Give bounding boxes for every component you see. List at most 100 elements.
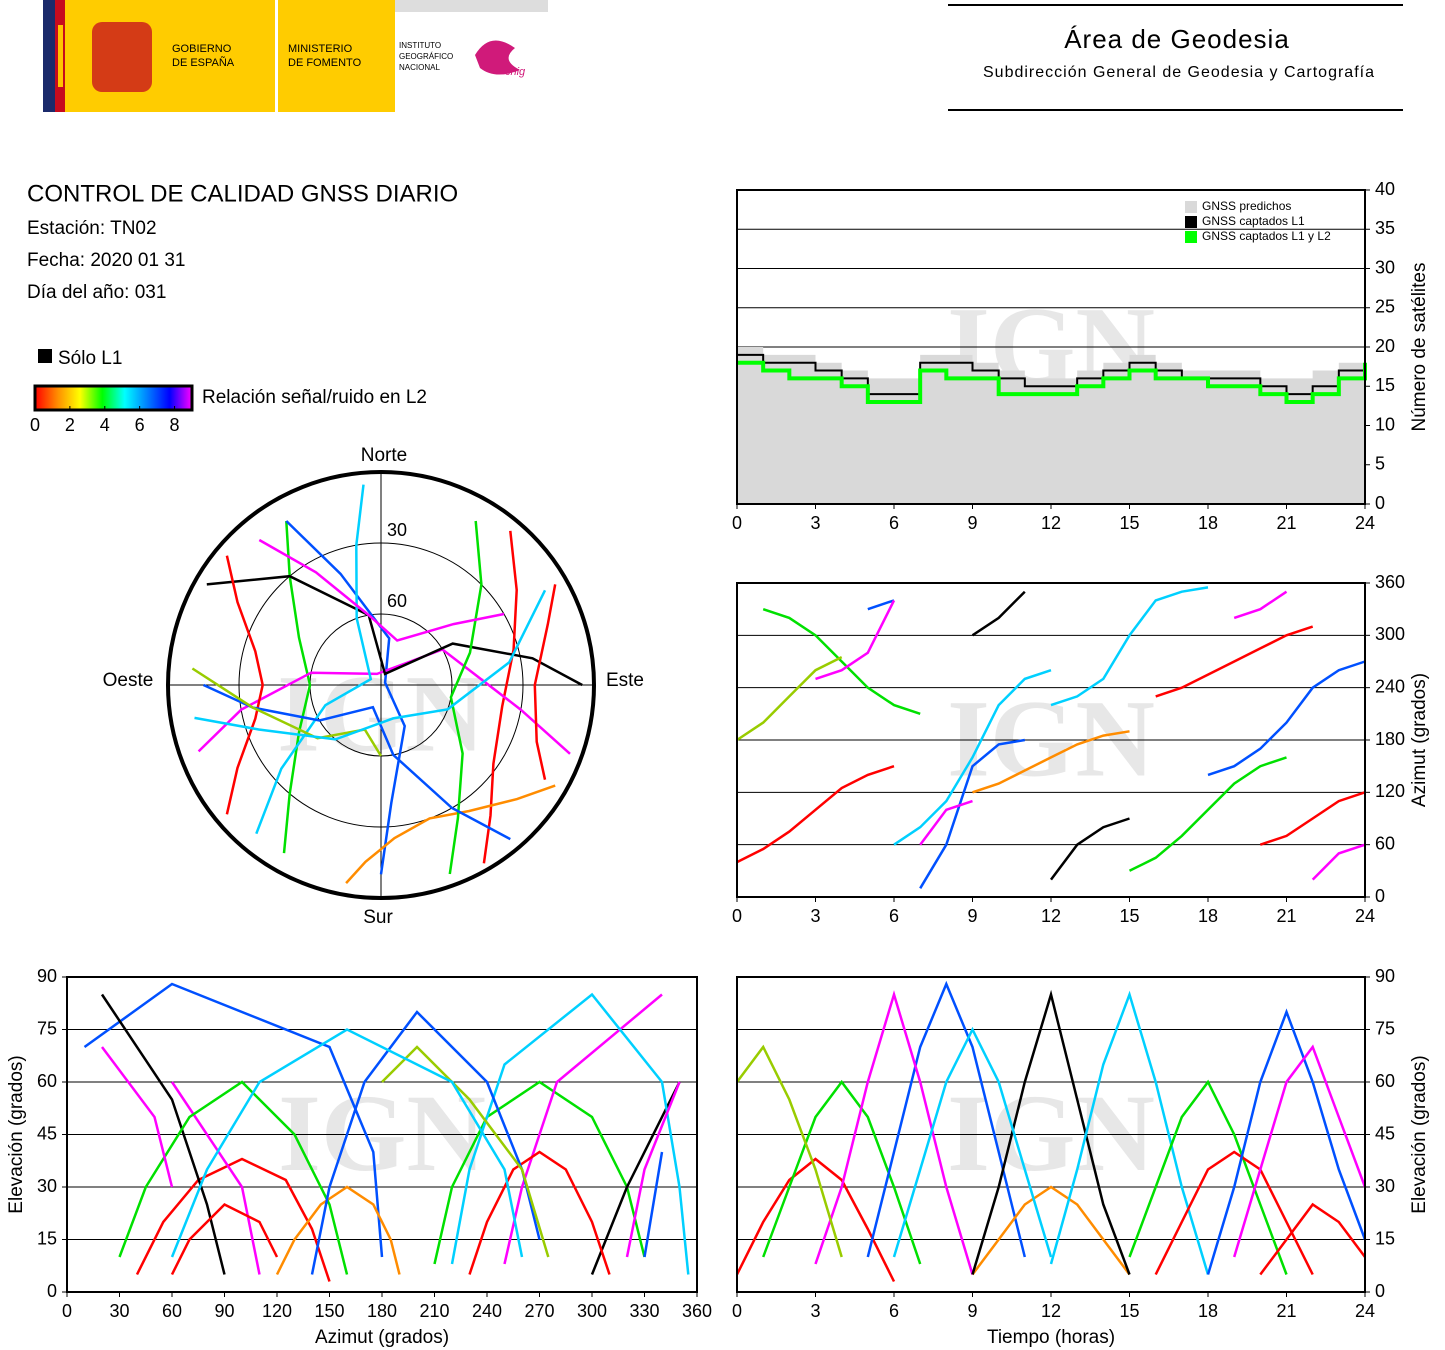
- x-tick-label: 3: [810, 1301, 820, 1321]
- logo-text: GOBIERNO: [172, 43, 232, 55]
- plot-frame: [66, 976, 698, 1293]
- satellite-track: [893, 669, 1052, 846]
- satellite-track: [625, 1081, 681, 1258]
- satellite-track: [482, 530, 518, 864]
- x-tick-label: 24: [1355, 1301, 1375, 1321]
- x-axis-label: Tiempo (horas): [987, 1327, 1115, 1348]
- x-tick-label: 330: [629, 1301, 659, 1321]
- colorbar: [33, 384, 194, 412]
- y-axis-label: Azimut (grados): [1409, 673, 1430, 807]
- horizon: [166, 470, 596, 900]
- x-tick-label: 180: [367, 1301, 397, 1321]
- satellite-track: [867, 599, 895, 611]
- y-tick-label: 45: [37, 1123, 57, 1143]
- satellite-track: [468, 1150, 611, 1275]
- legend-swatch: [1185, 201, 1197, 213]
- x-tick-label: 12: [1041, 906, 1061, 926]
- y-tick-label: 240: [1375, 676, 1405, 696]
- x-tick-label: 240: [472, 1301, 502, 1321]
- satellite-track: [1154, 1150, 1314, 1276]
- direction-label: Sur: [363, 907, 393, 928]
- satellite-track: [892, 1026, 1053, 1258]
- satellite-track: [919, 799, 973, 846]
- y-tick-label: 0: [1375, 493, 1385, 513]
- y-tick-label: 30: [1375, 257, 1395, 277]
- elevation-ring: [238, 542, 524, 828]
- plot-frame: [736, 976, 1366, 1293]
- x-tick-label: 12: [1041, 513, 1061, 533]
- plot-area: [736, 586, 1366, 889]
- legend-swatch: [1185, 216, 1197, 228]
- chart: IGN 0 15 30 45 60 75 90 0 30 60 90 120 150 180 210 240 27…: [6, 966, 712, 1348]
- y-tick-label: 60: [1375, 833, 1395, 853]
- satellite-track: [815, 599, 896, 681]
- x-tick-label: 0: [62, 1301, 72, 1321]
- x-tick-label: 30: [109, 1301, 129, 1321]
- x-tick-label: 24: [1355, 906, 1375, 926]
- satellite-track: [170, 1202, 279, 1276]
- direction-label: Este: [606, 670, 644, 691]
- x-tick-label: 0: [732, 906, 742, 926]
- satellite-track: [971, 989, 1131, 1275]
- satellite-track: [814, 990, 974, 1275]
- watermark: IGN: [947, 677, 1155, 799]
- x-tick-label: 9: [967, 906, 977, 926]
- colorbar-tick-label: 4: [100, 415, 110, 435]
- plot-area: [737, 347, 1367, 504]
- y-tick-label: 10: [1375, 414, 1395, 434]
- logos: GOBIERNO DE ESPAÑA MINISTERIO DE FOMENTO…: [43, 0, 548, 112]
- count-line: [737, 360, 1367, 404]
- watermark: IGN: [278, 1072, 486, 1194]
- y-tick-label: 60: [1375, 1071, 1395, 1091]
- satellite-track: [275, 1185, 401, 1276]
- l1-swatch: [38, 349, 52, 363]
- satellite-track: [1155, 625, 1314, 698]
- colorbar-tick-label: 6: [135, 415, 145, 435]
- x-tick-label: 120: [262, 1301, 292, 1321]
- plot-area: [735, 980, 1367, 1283]
- x-tick-label: 0: [732, 1301, 742, 1321]
- satellite-track: [971, 1185, 1131, 1276]
- satellite-track: [503, 993, 663, 1265]
- y-tick-label: 5: [1375, 454, 1385, 474]
- satellite-track: [866, 980, 1027, 1258]
- x-tick-label: 300: [577, 1301, 607, 1321]
- info-line: Estación: TN02: [27, 218, 157, 239]
- legend-label: GNSS predichos: [1202, 199, 1291, 213]
- colorbar-tick-label: 8: [170, 415, 180, 435]
- satellite-track: [971, 590, 1026, 637]
- satellite-track: [135, 1157, 331, 1282]
- y-tick-label: 0: [1375, 1281, 1385, 1301]
- satellite-track: [735, 1157, 896, 1283]
- info-line: Fecha: 2020 01 31: [27, 250, 185, 271]
- satellite-track: [1259, 1202, 1367, 1276]
- satellite-track: [225, 555, 264, 815]
- plot-frame: [736, 189, 1366, 505]
- x-tick-label: 18: [1198, 513, 1218, 533]
- direction-label: Oeste: [103, 670, 154, 691]
- legend-label: GNSS captados L1: [1202, 214, 1305, 228]
- y-tick-label: 75: [37, 1018, 57, 1038]
- x-tick-label: 360: [682, 1301, 712, 1321]
- info-line: Día del año: 031: [27, 282, 166, 303]
- y-tick-label: 30: [37, 1176, 57, 1196]
- x-tick-label: 6: [889, 1301, 899, 1321]
- x-tick-label: 270: [524, 1301, 554, 1321]
- satellite-track: [1259, 791, 1366, 846]
- x-tick-label: 18: [1198, 1301, 1218, 1321]
- header-title: Área de Geodesia: [1064, 24, 1290, 54]
- plot-frame: [736, 582, 1366, 898]
- y-tick-label: 20: [1375, 336, 1395, 356]
- flag-blue: [43, 0, 55, 112]
- x-tick-label: 60: [162, 1301, 182, 1321]
- satellite-track: [1050, 817, 1130, 881]
- y-tick-label: 0: [47, 1281, 57, 1301]
- y-tick-label: 120: [1375, 781, 1405, 801]
- satellite-track: [197, 648, 571, 755]
- satellite-track: [345, 784, 556, 884]
- x-tick-label: 21: [1276, 513, 1296, 533]
- ministerio-box: [278, 0, 395, 112]
- logo-text: DE ESPAÑA: [172, 56, 235, 69]
